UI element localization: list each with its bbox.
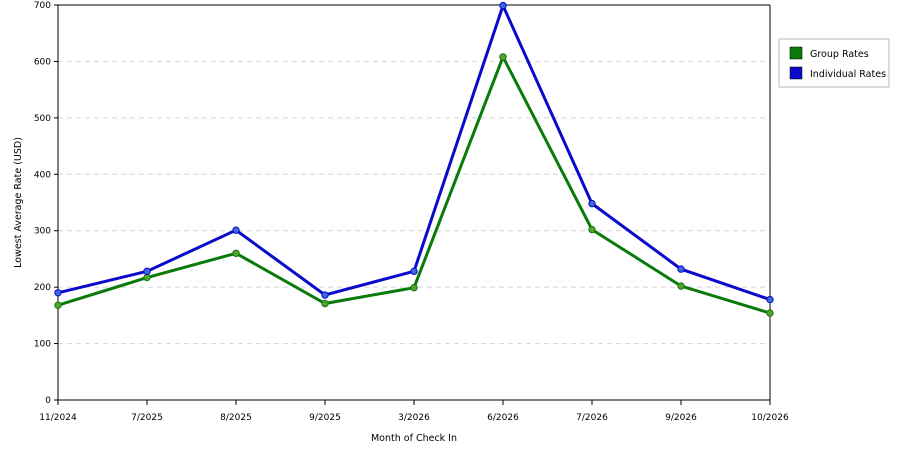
y-axis-title: Lowest Average Rate (USD) <box>13 137 24 268</box>
series-line-1 <box>57 1 771 302</box>
y-tick-label: 600 <box>34 57 51 67</box>
data-point <box>588 225 596 234</box>
data-point <box>410 267 418 276</box>
data-point <box>766 309 774 317</box>
data-point <box>677 282 685 290</box>
legend-swatch-group-rates <box>789 46 803 60</box>
x-tick-label: 3/2026 <box>398 413 430 423</box>
data-point <box>54 301 62 309</box>
series-lines <box>54 1 774 317</box>
y-tick-label: 0 <box>45 396 51 406</box>
data-point <box>677 265 685 273</box>
data-point <box>143 273 151 282</box>
x-tick-label: 9/2025 <box>309 413 341 423</box>
data-point <box>499 1 507 10</box>
data-point <box>143 267 151 276</box>
x-tick-labels: 11/2024 7/2025 8/2025 9/2025 3/2026 6/2026 7/2… <box>39 413 789 423</box>
y-tick-label: 200 <box>34 283 51 293</box>
legend-label-group-rates: Group Rates <box>810 49 869 60</box>
y-tick-label: 300 <box>34 227 51 237</box>
data-point <box>410 284 418 292</box>
data-point <box>766 295 774 304</box>
data-point <box>588 199 596 208</box>
x-tick-label: 10/2026 <box>751 413 789 423</box>
legend-swatch-individual-rates <box>789 66 803 80</box>
data-point <box>321 299 329 308</box>
data-point <box>54 289 62 297</box>
x-tick-label: 9/2026 <box>665 413 697 423</box>
axes <box>54 4 771 405</box>
gridlines <box>58 4 770 345</box>
data-point <box>321 291 329 299</box>
legend: Group Rates Individual Rates <box>778 38 890 88</box>
x-tick-label: 6/2026 <box>487 413 519 423</box>
y-tick-label: 100 <box>34 340 51 350</box>
data-point <box>232 226 240 234</box>
y-tick-label: 500 <box>34 114 51 124</box>
y-tick-label: 700 <box>34 1 51 11</box>
y-tick-labels: 0 100 200 300 400 500 600 700 <box>34 1 51 406</box>
x-tick-label: 11/2024 <box>39 413 77 423</box>
x-tick-label: 7/2026 <box>576 413 608 423</box>
legend-label-individual-rates: Individual Rates <box>810 69 886 80</box>
y-tick-label: 400 <box>34 170 51 180</box>
data-point <box>232 249 240 257</box>
data-point <box>499 53 507 61</box>
x-tick-label: 7/2025 <box>131 413 163 423</box>
x-axis-title: Month of Check In <box>371 433 457 444</box>
x-tick-label: 8/2025 <box>220 413 252 423</box>
